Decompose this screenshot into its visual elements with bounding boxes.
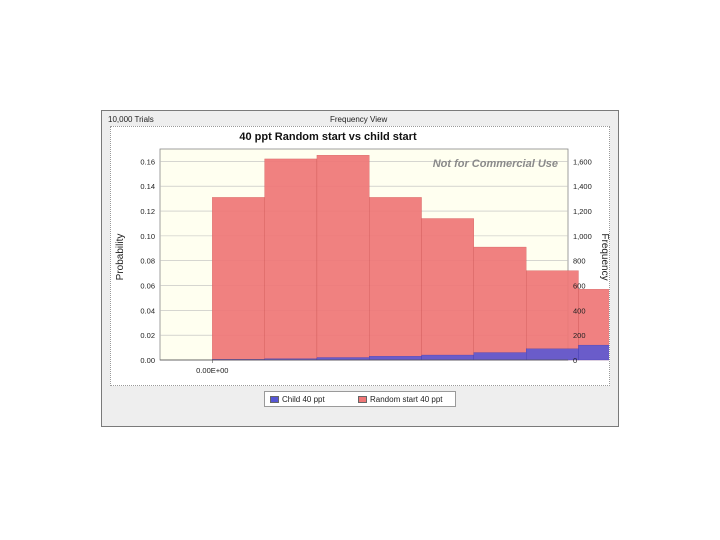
y2-axis-label: Frequency — [599, 233, 609, 280]
y-tick-label: 0.04 — [140, 306, 155, 315]
bar-child — [473, 352, 527, 361]
y-tick-label: 0.14 — [140, 182, 155, 191]
bar-child — [421, 354, 474, 361]
legend-swatch-child — [270, 396, 279, 404]
bar-random — [316, 155, 370, 361]
x-tick-label: 0.00E+00 — [196, 366, 228, 375]
y2-tick-label: 800 — [573, 257, 586, 266]
y-tick-label: 0.16 — [140, 157, 155, 166]
chart-title: 40 ppt Random start vs child start — [239, 131, 417, 143]
y2-tick-label: 200 — [573, 331, 586, 340]
bar-random — [264, 158, 318, 361]
watermark-text: Not for Commercial Use — [433, 158, 558, 170]
y-tick-label: 0.08 — [140, 257, 155, 266]
bar-child — [369, 356, 422, 361]
y-axis-label: Probability — [115, 234, 126, 281]
bar-random — [421, 218, 474, 361]
y2-tick-label: 0 — [573, 356, 577, 365]
bar-random — [526, 270, 579, 361]
y2-tick-label: 1,200 — [573, 207, 592, 216]
y2-tick-label: 1,400 — [573, 182, 592, 191]
legend: Child 40 ppt Random start 40 ppt — [264, 391, 456, 407]
legend-swatch-random — [358, 396, 367, 404]
y2-tick-label: 1,000 — [573, 232, 592, 241]
histogram-chart: 40 ppt Random start vs child start 90% =… — [115, 131, 720, 375]
y2-tick-label: 1,600 — [573, 157, 592, 166]
trials-label: 10,000 Trials — [108, 115, 154, 124]
legend-item-child: Child 40 ppt — [270, 395, 325, 404]
bar-child — [578, 344, 631, 361]
y2-tick-label: 400 — [573, 306, 586, 315]
bar-random — [212, 197, 265, 361]
y-tick-label: 0.12 — [140, 207, 155, 216]
y-tick-label: 0.06 — [140, 282, 155, 291]
legend-label-random: Random start 40 ppt — [370, 395, 443, 404]
y-tick-label: 0.02 — [140, 331, 155, 340]
y2-tick-label: 600 — [573, 282, 586, 291]
y-tick-label: 0.10 — [140, 232, 155, 241]
bar-random — [473, 246, 527, 361]
legend-item-random: Random start 40 ppt — [358, 395, 442, 404]
bar-random — [369, 197, 422, 361]
bar-child — [526, 348, 579, 361]
y-tick-label: 0.00 — [140, 356, 155, 365]
legend-label-child: Child 40 ppt — [282, 395, 325, 404]
view-title: Frequency View — [330, 115, 388, 124]
chart-window: 10,000 Trials Frequency View 40 ppt Rand… — [101, 110, 720, 427]
chart-area: 40 ppt Random start vs child start 90% =… — [110, 126, 720, 386]
